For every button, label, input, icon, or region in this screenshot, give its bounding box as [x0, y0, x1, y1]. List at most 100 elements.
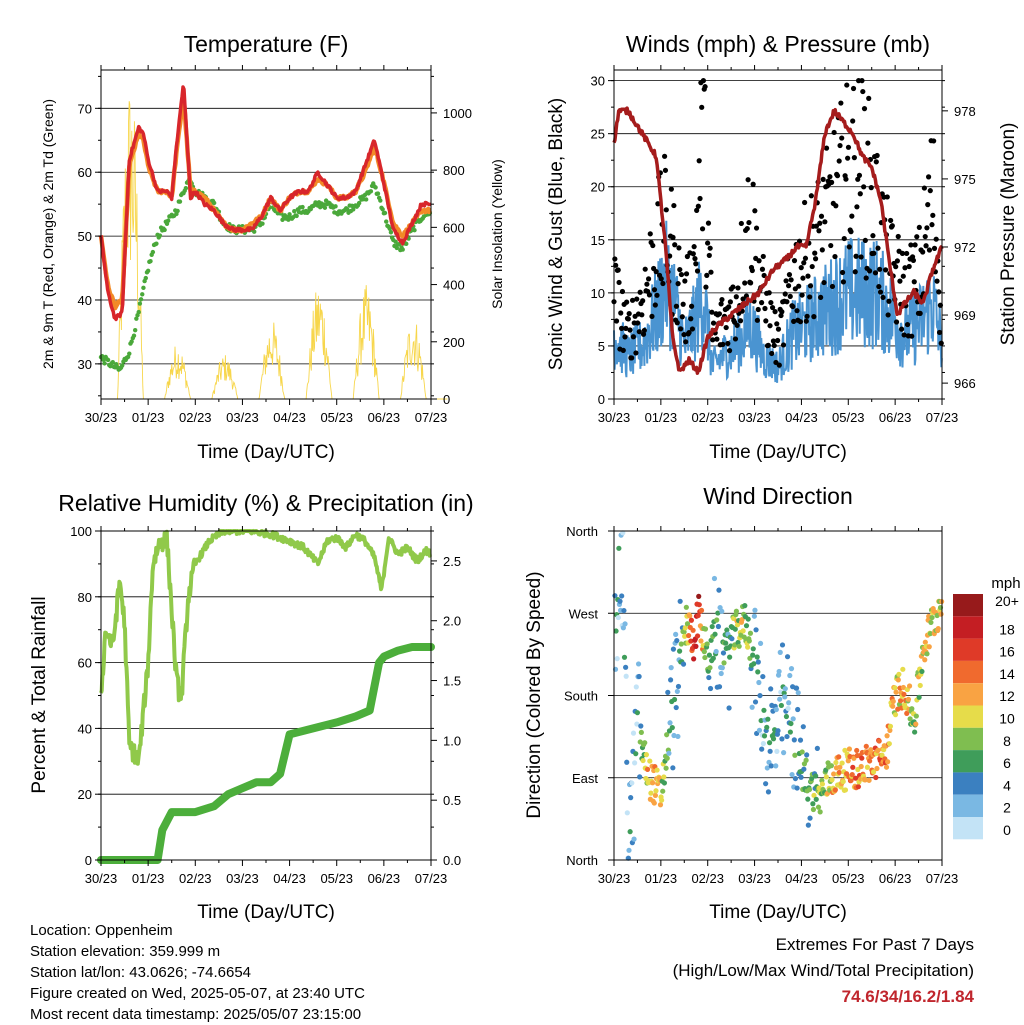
direction-point	[764, 724, 770, 730]
dewpoint-point	[300, 204, 305, 210]
direction-point	[757, 692, 763, 699]
gust-point	[785, 283, 792, 289]
ytick-label: 60	[78, 165, 92, 180]
winds-series	[611, 78, 944, 383]
ytick-label: East	[572, 771, 598, 786]
direction-point	[723, 640, 729, 646]
direction-point	[766, 740, 773, 746]
dewpoint-point	[110, 359, 115, 365]
dewpoint-point	[378, 198, 383, 203]
gust-point	[699, 104, 705, 110]
ytick-label: 30	[78, 357, 92, 372]
gust-point	[855, 176, 861, 182]
direction-point	[650, 780, 656, 786]
gust-point	[821, 279, 827, 286]
gust-point	[646, 292, 653, 298]
ytick-label: South	[564, 689, 598, 704]
gust-point	[620, 347, 626, 353]
gust-point	[663, 207, 669, 213]
direction-point	[884, 733, 890, 739]
direction-point	[938, 611, 944, 617]
gust-point	[699, 226, 706, 232]
direction-point	[819, 781, 826, 787]
direction-point	[695, 612, 701, 619]
direction-point	[627, 829, 633, 835]
y2tick-label: 2.5	[443, 554, 461, 569]
direction-point	[784, 654, 791, 660]
direction-point	[698, 607, 705, 614]
gust-point	[807, 283, 814, 289]
y2tick-label: 0.5	[443, 793, 461, 808]
dewpoint-point	[356, 200, 362, 206]
direction-point	[688, 638, 694, 644]
direction-point	[901, 691, 907, 697]
ytick-label: West	[569, 606, 599, 621]
direction-point	[897, 698, 904, 704]
gust-point	[853, 253, 859, 259]
gust-point	[816, 228, 822, 234]
gust-point	[906, 263, 912, 270]
gust-point	[889, 223, 895, 229]
xtick-label: 02/23	[691, 871, 724, 886]
xtick-label: 06/23	[879, 871, 912, 886]
gust-point	[625, 316, 631, 322]
direction-point	[770, 736, 777, 742]
info-location: Location: Oppenheim	[30, 922, 173, 939]
gust-point	[936, 329, 943, 336]
y2tick-label: 2.0	[443, 614, 461, 629]
direction-point	[850, 764, 856, 770]
xtick-label: 30/23	[85, 410, 118, 425]
direction-point	[617, 598, 623, 604]
direction-point	[810, 801, 816, 807]
gust-point	[917, 310, 923, 316]
colorbar-tick-label: 10	[999, 711, 1015, 727]
dewpoint-point	[368, 189, 374, 194]
gust-point	[931, 138, 937, 144]
dewpoint-point	[105, 357, 111, 363]
gust-point	[775, 337, 781, 344]
direction-point	[653, 788, 659, 794]
colorbar-tick-label: 8	[1003, 733, 1011, 749]
gust-point	[854, 204, 860, 210]
precipitation-line	[97, 643, 435, 864]
gust-point	[691, 244, 697, 250]
xtick-label: 07/23	[926, 410, 959, 425]
gust-point	[672, 242, 678, 248]
gust-point	[775, 326, 782, 332]
gust-point	[759, 266, 766, 272]
y2tick-label: 975	[954, 172, 976, 187]
xtick-label: 06/23	[879, 410, 912, 425]
direction-point	[916, 694, 922, 700]
direction-point	[883, 764, 890, 770]
direction-point	[638, 729, 644, 736]
xtick-label: 05/23	[320, 871, 353, 886]
gust-point	[873, 159, 879, 165]
ytick-label: North	[566, 853, 598, 868]
ytick-label: 30	[591, 74, 605, 89]
gust-point	[616, 279, 622, 286]
direction-point	[912, 729, 918, 735]
dewpoint-point	[363, 197, 369, 202]
direction-point	[621, 654, 628, 660]
direction-point	[777, 696, 783, 702]
xtick-label: 02/23	[691, 410, 724, 425]
gust-point	[618, 310, 624, 316]
direction-point	[873, 774, 879, 781]
humidity-xlabel: Time (Day/UTC)	[197, 902, 335, 923]
sonic-wind-line	[613, 220, 943, 383]
direction-point	[758, 717, 764, 724]
direction-point	[682, 633, 688, 639]
direction-point	[799, 749, 805, 755]
gust-point	[737, 318, 744, 324]
dewpoint-point	[294, 213, 299, 219]
direction-point	[842, 787, 849, 793]
dewpoint-point	[404, 241, 409, 247]
direction-point	[934, 612, 940, 619]
gust-point	[912, 242, 918, 248]
gust-point	[865, 140, 871, 146]
direction-point	[858, 763, 864, 770]
gust-point	[695, 203, 701, 209]
direction-point	[635, 661, 642, 667]
gust-point	[802, 255, 809, 261]
direction-point	[628, 795, 634, 801]
